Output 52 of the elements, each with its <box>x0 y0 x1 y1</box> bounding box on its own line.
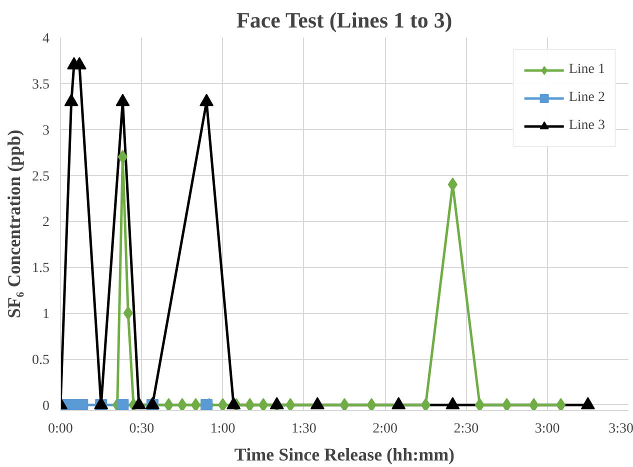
y-tick-label: 1.5 <box>32 261 50 276</box>
point <box>448 177 458 192</box>
x-tick-label: 1:00 <box>210 422 236 436</box>
legend-label: Line 2 <box>568 90 605 106</box>
point <box>366 398 376 410</box>
y-axis-title: SF₆ Concentration (ppb) <box>4 130 24 318</box>
y-tick-label: 1 <box>42 307 50 322</box>
y-tick-label: 0.5 <box>32 353 50 368</box>
x-axis-title: Time Since Release (hh:mm) <box>234 444 455 464</box>
point <box>200 94 214 106</box>
point <box>529 398 539 410</box>
point <box>218 398 228 410</box>
point <box>118 150 128 164</box>
point <box>580 396 595 410</box>
x-tick-label: 3:30 <box>608 422 633 436</box>
point <box>76 398 88 410</box>
point <box>226 396 241 410</box>
y-tick-label: 0 <box>42 398 50 414</box>
point <box>116 94 130 106</box>
point <box>190 398 201 410</box>
y-tick-label: 3 <box>42 123 50 138</box>
point <box>446 396 460 410</box>
legend-label: Line 1 <box>568 62 605 78</box>
point <box>502 398 512 410</box>
x-tick-label: 0:00 <box>48 422 73 436</box>
point <box>556 398 566 410</box>
point <box>286 398 296 410</box>
point <box>64 94 78 106</box>
point <box>116 398 129 410</box>
x-tick-label: 1:30 <box>291 422 316 436</box>
point <box>310 396 324 410</box>
point <box>245 398 255 410</box>
x-tick-label: 2:30 <box>454 422 479 436</box>
point <box>258 398 268 410</box>
legend-label: Line 3 <box>568 118 605 134</box>
x-tick-label: 0:30 <box>129 422 154 436</box>
point <box>200 398 213 410</box>
y-tick-label: 4 <box>42 32 50 46</box>
point <box>177 398 188 410</box>
point <box>474 398 485 410</box>
y-tick-label: 3.5 <box>32 77 50 92</box>
chart-title: Face Test (Lines 1 to 3) <box>236 8 452 32</box>
x-tick-label: 3:00 <box>534 422 560 436</box>
point <box>270 396 284 410</box>
point <box>164 398 174 410</box>
point <box>392 396 406 410</box>
y-tick-label: 2 <box>42 215 50 230</box>
point <box>132 396 146 410</box>
point <box>340 398 350 410</box>
y-tick-label: 2.5 <box>32 169 50 184</box>
x-tick-label: 2:00 <box>372 422 398 436</box>
point <box>420 398 430 410</box>
